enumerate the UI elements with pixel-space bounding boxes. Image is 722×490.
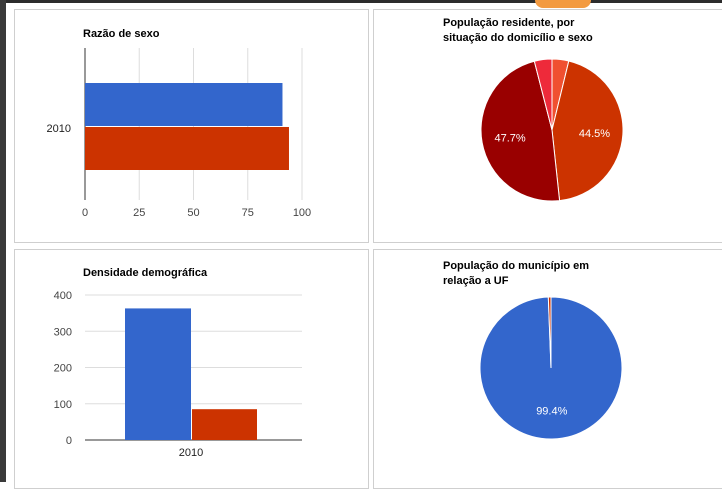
chart-title-line: População do município em xyxy=(443,260,590,272)
slice-label: 44.5% xyxy=(579,128,610,140)
chart-panel-populacao-municipio: População do município em relação a UF 9… xyxy=(373,249,722,489)
y-tick-label: 300 xyxy=(54,326,72,338)
chart-title: População residente, por situação do dom… xyxy=(443,16,593,46)
y-tick-label: 0 xyxy=(66,435,72,447)
chart-panel-populacao-residente: População residente, por situação do dom… xyxy=(373,9,722,243)
slice-label: 99.4% xyxy=(536,406,567,418)
x-category-label: 2010 xyxy=(179,447,203,459)
pie-slice xyxy=(533,58,553,131)
x-tick-label: 75 xyxy=(242,207,254,219)
density-bar-chart: 0 100 200 300 400 2010 xyxy=(54,290,302,459)
x-tick-label: 25 xyxy=(133,207,145,219)
window-left-edge xyxy=(0,0,6,482)
x-tick-label: 0 xyxy=(82,207,88,219)
x-tick-label: 100 xyxy=(293,207,311,219)
bar xyxy=(85,127,289,170)
chart-title: Razão de sexo xyxy=(83,28,160,40)
chart-panel-densidade-demografica: Densidade demográfica 0 100 200 300 400 2010 xyxy=(14,249,369,489)
chart-title: População do município em relação a UF xyxy=(443,259,589,289)
pie-slice xyxy=(551,60,624,202)
window-top-edge xyxy=(0,0,722,3)
x-tick-label: 50 xyxy=(187,207,199,219)
sex-ratio-bar-chart: 0 25 50 75 100 2010 xyxy=(47,48,311,219)
slice-label: 47.7% xyxy=(494,133,525,145)
chart-title-line: situação do domicílio e sexo xyxy=(443,32,593,44)
residence-pie-chart: 44.5% 47.7% xyxy=(480,58,624,202)
chart-panel-razao-de-sexo: Razão de sexo 0 25 50 75 100 2010 xyxy=(14,9,369,243)
y-category-label: 2010 xyxy=(47,123,71,135)
y-tick-label: 400 xyxy=(54,290,72,302)
chart-title: Densidade demográfica xyxy=(83,267,208,279)
chart-title-line: População residente, por xyxy=(443,17,575,29)
chart-title-line: relação a UF xyxy=(443,275,509,287)
y-tick-label: 100 xyxy=(54,399,72,411)
bar xyxy=(125,308,191,440)
orange-tab-accent xyxy=(535,0,591,8)
bar xyxy=(85,83,283,126)
municipality-share-pie-chart: 99.4% xyxy=(479,296,623,440)
pie-slice xyxy=(480,60,561,202)
pie-slice xyxy=(547,296,552,369)
y-tick-label: 200 xyxy=(54,363,72,375)
bar xyxy=(192,409,257,440)
